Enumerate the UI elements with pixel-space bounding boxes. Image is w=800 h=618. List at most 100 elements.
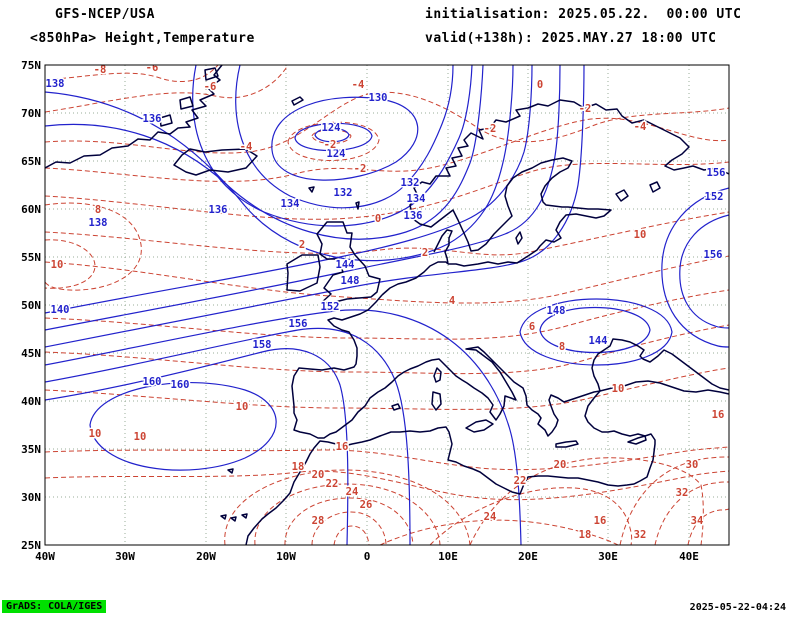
temperature-contour-label: -2 (354, 163, 367, 175)
graticule-grid (45, 65, 729, 545)
initialisation-time: initialisation: 2025.05.22. 00:00 UTC (425, 7, 742, 22)
temperature-contour-label: 2 (299, 239, 305, 251)
latitude-label: 65N (21, 155, 41, 168)
height-contours (45, 65, 729, 545)
longitude-label: 40E (679, 550, 699, 563)
temperature-contour-label: 32 (634, 529, 647, 541)
temperature-contour-label: -2 (484, 123, 497, 135)
temperature-contour-label: 10 (634, 229, 647, 241)
temperature-contour-label: 34 (691, 515, 704, 527)
temperature-contour-label: 24 (484, 511, 497, 523)
height-contour-label: 156 (704, 249, 723, 261)
temperature-contour-label: 0 (537, 79, 543, 91)
temperature-contour-label: 16 (712, 409, 725, 421)
temperature-contour-label: -2 (324, 139, 337, 151)
longitude-label: 40W (35, 550, 55, 563)
height-contour-label: 140 (51, 304, 70, 316)
height-contour-label: 152 (705, 191, 724, 203)
height-contour-label: 144 (336, 259, 355, 271)
temperature-contour-label: -4 (634, 121, 647, 133)
temperature-contour-label: 4 (449, 295, 455, 307)
temperature-contour-label: 22 (514, 475, 527, 487)
temperature-contour-label: 10 (51, 259, 64, 271)
latitude-label: 45N (21, 347, 41, 360)
temperature-contour-label: 26 (360, 499, 373, 511)
height-contour-label: 158 (253, 339, 272, 351)
temperature-contour-label: -8 (94, 64, 107, 76)
temperature-contour-label: 2 (422, 247, 428, 259)
height-contour-label: 132 (401, 177, 420, 189)
latitude-label: 75N (21, 59, 41, 72)
temperature-contour-label: 18 (292, 461, 305, 473)
grads-badge: GrADS: COLA/IGES (2, 600, 107, 613)
longitude-label: 10E (438, 550, 458, 563)
temperature-contour-label: 8 (95, 204, 101, 216)
latitude-label: 35N (21, 443, 41, 456)
height-contour-label: 152 (321, 301, 340, 313)
temperature-contour-label: 10 (236, 401, 249, 413)
longitude-label: 30E (598, 550, 618, 563)
longitude-label: 30W (115, 550, 135, 563)
longitude-label: 0 (364, 550, 371, 563)
height-contour-label: 138 (46, 78, 65, 90)
height-contour-label: 160 (171, 379, 190, 391)
height-contour-label: 156 (707, 167, 726, 179)
longitude-label: 20W (196, 550, 216, 563)
temperature-contour-label: -4 (240, 141, 253, 153)
temperature-contour-label: 6 (529, 321, 535, 333)
latitude-label: 50N (21, 299, 41, 312)
height-contour-label: 138 (89, 217, 108, 229)
valid-time: valid(+138h): 2025.MAY.27 18:00 UTC (425, 31, 717, 46)
temperature-contour-label: 0 (375, 213, 381, 225)
latitude-label: 60N (21, 203, 41, 216)
height-contour-label: 132 (334, 187, 353, 199)
height-contour-label: 160 (143, 376, 162, 388)
temperature-contour-label: 18 (579, 529, 592, 541)
temperature-contour-label: 16 (336, 441, 349, 453)
temperature-contour-label: 10 (134, 431, 147, 443)
model-title: GFS-NCEP/USA (55, 7, 155, 22)
temperature-contour-label: 30 (686, 459, 699, 471)
height-contour-labels: 138 138 140 136 136 134 132 130 124 124 132 134 136 1… (45, 77, 727, 393)
height-contour-label: 134 (407, 193, 426, 205)
height-contour-label: 148 (341, 275, 360, 287)
height-contour-label: 148 (547, 305, 566, 317)
temperature-contour-label: 22 (326, 478, 339, 490)
temperature-contour-label: 20 (312, 469, 325, 481)
latitude-label: 30N (21, 491, 41, 504)
height-contour-label: 136 (143, 113, 162, 125)
temperature-contour-label: 8 (559, 341, 565, 353)
height-contour-label: 136 (404, 210, 423, 222)
temperature-contour-label: 10 (612, 383, 625, 395)
temperature-contour-label: 32 (676, 487, 689, 499)
temperature-contour-label: -6 (146, 62, 159, 74)
coastlines (45, 65, 729, 545)
temperature-contours (45, 65, 729, 545)
temperature-contour-label: 24 (346, 486, 359, 498)
temperature-contour-label: 10 (89, 428, 102, 440)
generation-timestamp: 2025-05-22-04:24 (689, 602, 786, 613)
temperature-contour-label: 28 (312, 515, 325, 527)
latitude-label: 55N (21, 251, 41, 264)
height-contour-label: 136 (209, 204, 228, 216)
temperature-contour-label: -4 (352, 79, 365, 91)
temperature-contour-label: 16 (594, 515, 607, 527)
height-contour-label: 134 (281, 198, 300, 210)
height-contour-label: 156 (289, 318, 308, 330)
latitude-label: 70N (21, 107, 41, 120)
longitude-label: 20E (518, 550, 538, 563)
temperature-contour-label: -2 (579, 103, 592, 115)
product-title: <850hPa> Height,Temperature (30, 31, 255, 46)
map-frame (44, 64, 730, 546)
temperature-contour-label: -6 (204, 81, 217, 93)
latitude-label: 25N (21, 539, 41, 552)
temperature-contour-label: 20 (554, 459, 567, 471)
height-contour-label: 130 (369, 92, 388, 104)
longitude-label: 10W (276, 550, 296, 563)
height-contour-label: 144 (589, 335, 608, 347)
height-contour-label: 124 (327, 148, 346, 160)
latitude-label: 40N (21, 395, 41, 408)
